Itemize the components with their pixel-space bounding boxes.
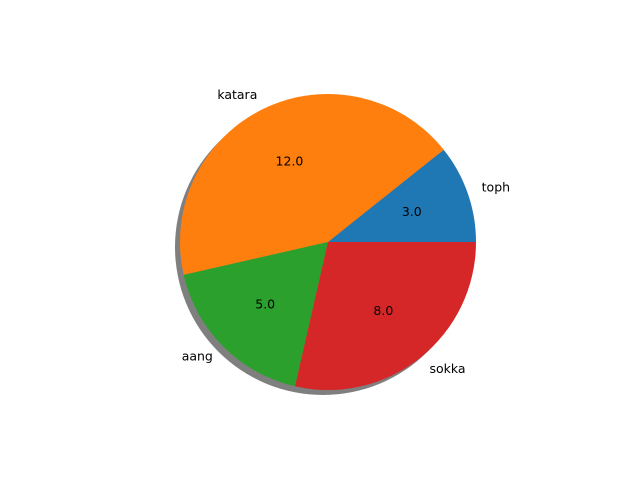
value-label-sokka: 8.0 (373, 303, 393, 318)
value-label-katara: 12.0 (276, 153, 304, 168)
slice-label-toph: toph (482, 180, 510, 195)
pie-labels: toph 3.0 katara 12.0 aang 5.0 sokka 8.0 (182, 87, 510, 376)
pie-slice-toph (328, 149, 476, 242)
pie-slice-aang (183, 242, 328, 387)
slice-label-katara: katara (217, 87, 257, 102)
value-label-toph: 3.0 (402, 204, 422, 219)
value-label-aang: 5.0 (255, 296, 275, 311)
pie-slice-sokka (295, 242, 476, 390)
pie-slice-katara (179, 93, 444, 275)
pie-slices (179, 93, 476, 390)
slice-label-aang: aang (182, 349, 213, 364)
slice-label-sokka: sokka (430, 361, 466, 376)
